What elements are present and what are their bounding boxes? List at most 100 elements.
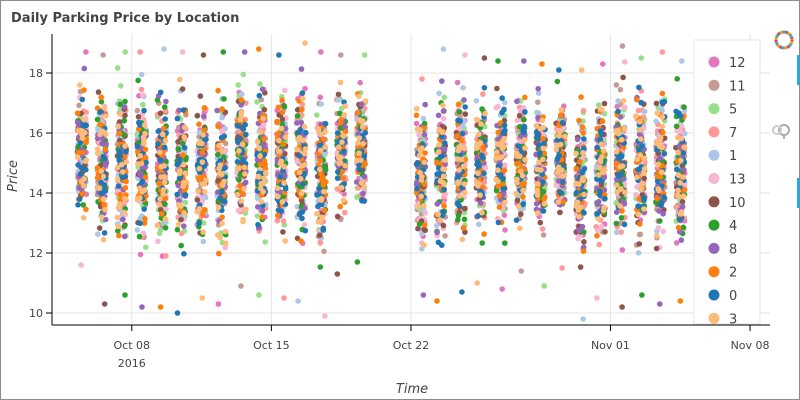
- scatter-point[interactable]: [95, 126, 101, 133]
- scatter-point[interactable]: [535, 135, 541, 141]
- scatter-point[interactable]: [459, 137, 465, 144]
- scatter-point[interactable]: [418, 193, 425, 200]
- scatter-point[interactable]: [656, 143, 663, 150]
- scatter-point[interactable]: [114, 65, 121, 71]
- scatter-point[interactable]: [481, 85, 488, 91]
- scatter-point[interactable]: [140, 101, 146, 108]
- legend-marker[interactable]: [708, 196, 720, 208]
- legend-marker[interactable]: [708, 79, 720, 91]
- scatter-point[interactable]: [455, 179, 462, 185]
- scatter-point[interactable]: [460, 85, 466, 91]
- scatter-point[interactable]: [194, 113, 201, 119]
- scatter-point[interactable]: [439, 78, 445, 84]
- scatter-point[interactable]: [499, 95, 506, 101]
- scatter-point[interactable]: [422, 101, 429, 108]
- scatter-point[interactable]: [613, 229, 620, 236]
- scatter-point[interactable]: [420, 115, 427, 122]
- scatter-point[interactable]: [98, 214, 105, 220]
- scatter-point[interactable]: [573, 150, 579, 157]
- scatter-point[interactable]: [574, 136, 581, 143]
- scatter-point[interactable]: [300, 95, 306, 102]
- scatter-point[interactable]: [178, 230, 185, 237]
- scatter-point[interactable]: [175, 221, 182, 228]
- scatter-point[interactable]: [622, 104, 628, 111]
- scatter-point[interactable]: [219, 182, 226, 188]
- scatter-point[interactable]: [521, 116, 527, 123]
- scatter-point[interactable]: [121, 233, 128, 240]
- scatter-point[interactable]: [303, 129, 309, 136]
- scatter-point[interactable]: [75, 119, 81, 126]
- scatter-point[interactable]: [281, 295, 287, 301]
- scatter-point[interactable]: [633, 113, 639, 119]
- scatter-point[interactable]: [455, 101, 462, 108]
- scatter-point[interactable]: [513, 217, 520, 223]
- scatter-point[interactable]: [181, 210, 187, 216]
- scatter-point[interactable]: [361, 173, 368, 180]
- scatter-point[interactable]: [459, 289, 465, 295]
- scatter-point[interactable]: [617, 164, 623, 170]
- scatter-point[interactable]: [433, 222, 440, 229]
- scatter-point[interactable]: [301, 221, 308, 228]
- scatter-point[interactable]: [499, 286, 506, 292]
- scatter-point[interactable]: [441, 146, 448, 152]
- scatter-point[interactable]: [102, 155, 108, 162]
- scatter-point[interactable]: [315, 127, 322, 134]
- scatter-point[interactable]: [596, 192, 603, 198]
- scatter-point[interactable]: [219, 220, 225, 227]
- scatter-point[interactable]: [615, 127, 622, 134]
- scatter-point[interactable]: [299, 215, 305, 222]
- scatter-point[interactable]: [279, 199, 286, 205]
- scatter-point[interactable]: [599, 118, 606, 125]
- scatter-point[interactable]: [317, 94, 324, 101]
- scatter-point[interactable]: [275, 130, 282, 136]
- scatter-point[interactable]: [317, 264, 324, 270]
- scatter-point[interactable]: [215, 123, 221, 130]
- scatter-point[interactable]: [215, 87, 221, 94]
- scatter-point[interactable]: [101, 105, 108, 111]
- scatter-point[interactable]: [96, 225, 103, 231]
- scatter-point[interactable]: [613, 209, 620, 215]
- scatter-point[interactable]: [521, 58, 527, 64]
- scatter-point[interactable]: [256, 92, 263, 99]
- scatter-point[interactable]: [654, 195, 661, 202]
- scatter-point[interactable]: [201, 127, 208, 134]
- scatter-point[interactable]: [640, 114, 647, 120]
- scatter-point[interactable]: [533, 201, 540, 207]
- scatter-point[interactable]: [320, 227, 327, 233]
- scatter-point[interactable]: [678, 123, 685, 130]
- scatter-point[interactable]: [653, 100, 660, 107]
- scatter-point[interactable]: [440, 173, 447, 179]
- scatter-point[interactable]: [462, 189, 468, 196]
- scatter-point[interactable]: [597, 159, 604, 165]
- scatter-point[interactable]: [581, 210, 587, 216]
- scatter-point[interactable]: [456, 167, 463, 173]
- scatter-point[interactable]: [514, 176, 520, 183]
- scatter-point[interactable]: [160, 191, 166, 197]
- scatter-point[interactable]: [241, 49, 248, 55]
- scatter-point[interactable]: [137, 185, 143, 191]
- scatter-point[interactable]: [459, 130, 466, 137]
- scatter-point[interactable]: [579, 124, 586, 130]
- scatter-point[interactable]: [577, 159, 583, 165]
- scatter-point[interactable]: [556, 152, 562, 159]
- scatter-point[interactable]: [441, 94, 448, 101]
- scatter-point[interactable]: [295, 298, 301, 304]
- scatter-point[interactable]: [657, 218, 663, 224]
- scatter-point[interactable]: [357, 79, 364, 86]
- scatter-point[interactable]: [518, 268, 525, 274]
- scatter-point[interactable]: [440, 102, 446, 109]
- scatter-point[interactable]: [654, 178, 661, 185]
- scatter-point[interactable]: [137, 220, 143, 227]
- scatter-point[interactable]: [155, 141, 161, 147]
- scatter-point[interactable]: [301, 161, 308, 168]
- scatter-point[interactable]: [259, 207, 266, 214]
- scatter-point[interactable]: [334, 271, 341, 277]
- scatter-point[interactable]: [557, 190, 563, 196]
- scatter-point[interactable]: [419, 76, 425, 82]
- scatter-point[interactable]: [157, 110, 164, 116]
- scatter-point[interactable]: [98, 94, 105, 101]
- scatter-point[interactable]: [278, 125, 285, 132]
- scatter-point[interactable]: [340, 133, 347, 139]
- scatter-point[interactable]: [182, 199, 189, 206]
- scatter-point[interactable]: [102, 146, 109, 152]
